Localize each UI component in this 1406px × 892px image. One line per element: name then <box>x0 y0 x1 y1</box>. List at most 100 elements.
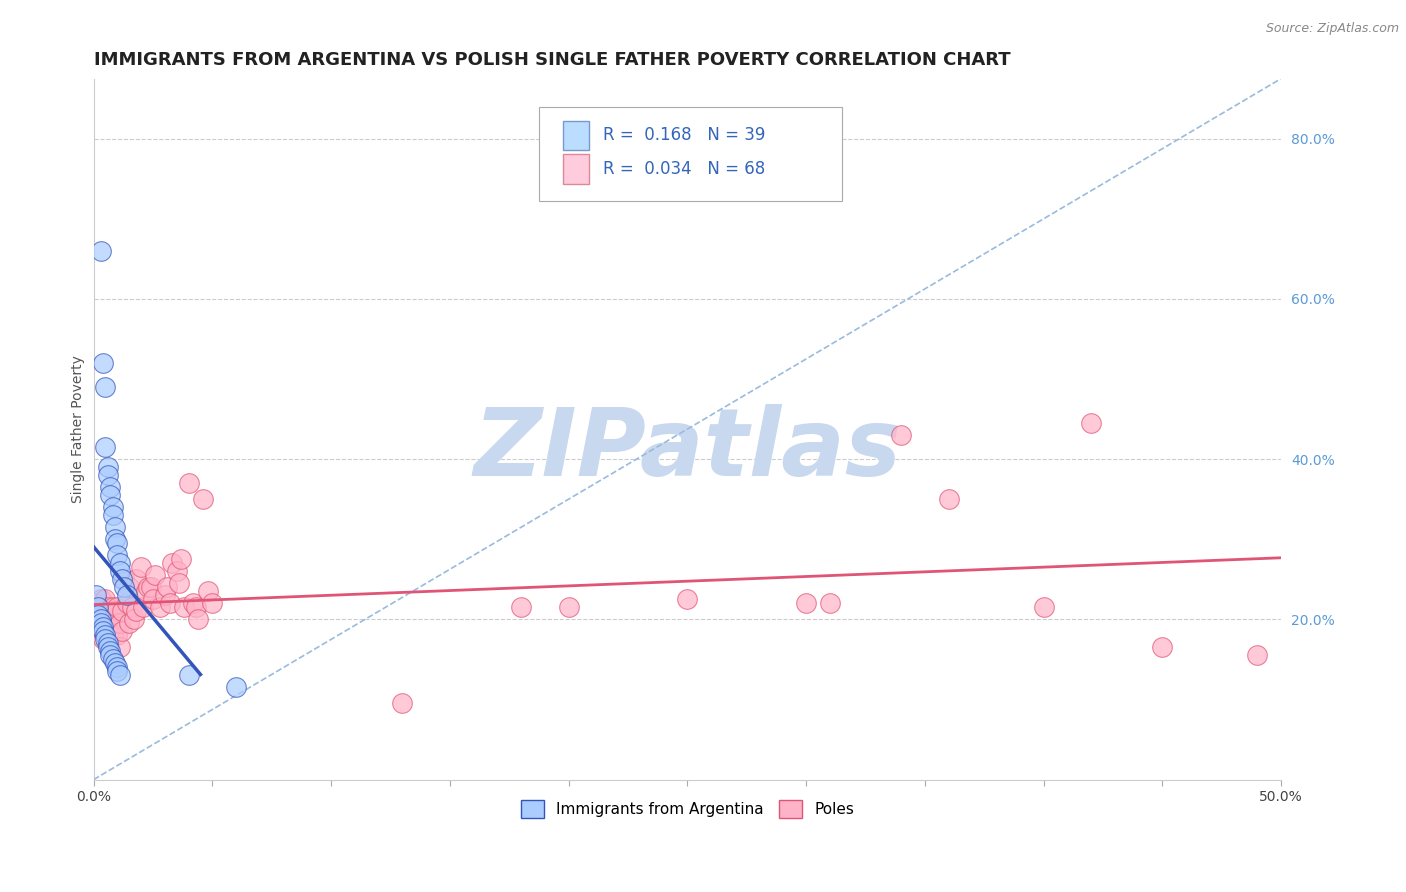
Point <box>91 600 114 615</box>
Point <box>938 492 960 507</box>
Legend: Immigrants from Argentina, Poles: Immigrants from Argentina, Poles <box>515 794 860 824</box>
Point <box>890 428 912 442</box>
Point <box>97 468 120 483</box>
Point <box>108 668 131 682</box>
Point <box>94 620 117 634</box>
Point <box>557 600 579 615</box>
Point <box>98 644 121 658</box>
Point <box>115 588 138 602</box>
FancyBboxPatch shape <box>538 107 842 202</box>
Point <box>105 536 128 550</box>
Point <box>94 440 117 454</box>
Point <box>97 612 120 626</box>
Point <box>139 580 162 594</box>
Text: IMMIGRANTS FROM ARGENTINA VS POLISH SINGLE FATHER POVERTY CORRELATION CHART: IMMIGRANTS FROM ARGENTINA VS POLISH SING… <box>94 51 1010 69</box>
Point <box>101 652 124 666</box>
Point <box>794 596 817 610</box>
Point <box>90 592 112 607</box>
Point <box>184 600 207 615</box>
Point <box>122 612 145 626</box>
Point <box>1246 648 1268 663</box>
Point <box>87 612 110 626</box>
Point <box>101 628 124 642</box>
Point <box>108 640 131 655</box>
Point <box>91 624 114 639</box>
Point <box>125 604 148 618</box>
Bar <box>562 154 589 184</box>
Point <box>170 552 193 566</box>
Point <box>676 592 699 607</box>
Point <box>105 549 128 563</box>
Point <box>98 648 121 663</box>
Point <box>87 600 110 615</box>
Text: R =  0.034   N = 68: R = 0.034 N = 68 <box>603 160 765 178</box>
Point <box>1152 640 1174 655</box>
Point <box>94 608 117 623</box>
Point <box>104 616 127 631</box>
Point <box>97 600 120 615</box>
Point <box>167 576 190 591</box>
Point <box>90 244 112 258</box>
Point <box>104 533 127 547</box>
Point <box>94 628 117 642</box>
Point <box>98 488 121 502</box>
Point <box>104 520 127 534</box>
Point <box>87 608 110 623</box>
Point <box>1032 600 1054 615</box>
Point <box>101 600 124 615</box>
Point <box>94 632 117 647</box>
Point <box>201 596 224 610</box>
Point <box>105 660 128 674</box>
Text: Source: ZipAtlas.com: Source: ZipAtlas.com <box>1265 22 1399 36</box>
Point <box>118 580 141 594</box>
Point <box>191 492 214 507</box>
Point <box>129 560 152 574</box>
Point <box>177 476 200 491</box>
Point <box>105 628 128 642</box>
Point <box>197 584 219 599</box>
Y-axis label: Single Father Poverty: Single Father Poverty <box>72 355 86 503</box>
Point <box>114 580 136 594</box>
Point <box>111 572 134 586</box>
Point <box>225 681 247 695</box>
Point <box>97 636 120 650</box>
Point <box>121 600 143 615</box>
Point <box>125 572 148 586</box>
Point <box>156 580 179 594</box>
Point <box>135 584 157 599</box>
Bar <box>562 120 589 150</box>
Point <box>101 508 124 523</box>
Point <box>143 568 166 582</box>
Point <box>105 600 128 615</box>
Point <box>1080 416 1102 430</box>
Point <box>90 616 112 631</box>
Point <box>111 624 134 639</box>
Point <box>90 612 112 626</box>
Point <box>91 356 114 370</box>
Point <box>101 500 124 515</box>
Point <box>173 600 195 615</box>
Point <box>97 460 120 475</box>
Point <box>108 556 131 570</box>
Point <box>84 600 107 615</box>
Point <box>108 616 131 631</box>
Text: ZIPatlas: ZIPatlas <box>474 404 901 496</box>
Text: R =  0.168   N = 39: R = 0.168 N = 39 <box>603 127 765 145</box>
Point <box>142 592 165 607</box>
Point <box>818 596 841 610</box>
Point <box>94 380 117 394</box>
Point <box>108 564 131 578</box>
Point <box>104 604 127 618</box>
Point <box>87 596 110 610</box>
Point <box>510 600 533 615</box>
Point <box>104 657 127 671</box>
Point <box>153 588 176 602</box>
Point <box>177 668 200 682</box>
Point <box>187 612 209 626</box>
Point <box>90 604 112 618</box>
Point <box>91 620 114 634</box>
Point <box>166 564 188 578</box>
Point <box>115 596 138 610</box>
Point <box>91 612 114 626</box>
Point <box>159 596 181 610</box>
